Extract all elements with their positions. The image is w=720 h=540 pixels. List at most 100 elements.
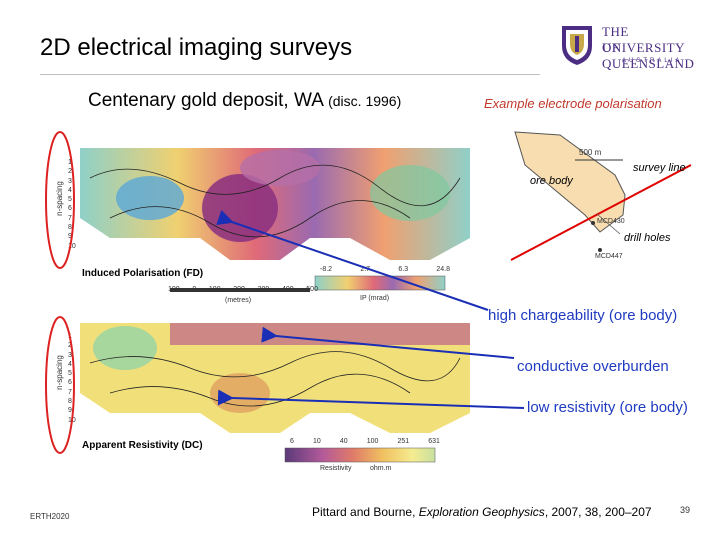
- page-number: 39: [680, 505, 691, 515]
- resistivity-pseudosection: [80, 323, 470, 463]
- ip-n-tick: 6: [68, 205, 72, 213]
- ref-details: , 2007, 38, 200–207: [544, 505, 652, 519]
- ip-caption: Induced Polarisation (FD): [82, 268, 204, 279]
- drill-hole-1-label: MCD430: [597, 218, 625, 225]
- subtitle-discovery: (disc. 1996): [328, 93, 402, 109]
- res-scale-tick: 10: [312, 438, 321, 445]
- res-scale-tick: 6: [290, 438, 294, 445]
- crest-icon: [562, 26, 592, 65]
- ore-body-label: ore body: [530, 175, 573, 187]
- res-scale-tick: 40: [339, 438, 348, 445]
- arrow-conductive-overburden: [261, 326, 515, 359]
- res-scale-ticks: 6 10 40 100 251 631: [290, 438, 440, 445]
- res-scale-tick: 251: [397, 438, 410, 445]
- resistivity-contour: [109, 373, 411, 407]
- ip-scale-ticks: -8.2 2.7 6.3 24.8: [320, 266, 450, 273]
- resistivity-pseudosection-panel: 1 2 3 4 5 6 7 8 9 10 n-spacing Apparent …: [50, 318, 480, 478]
- example-map: 500 m ore body survey line drill holes M…: [505, 120, 705, 270]
- drill-hole-2-label: MCD447: [595, 253, 623, 260]
- ip-n-tick: 1: [68, 159, 72, 166]
- resistivity-section-body: [80, 323, 470, 433]
- ip-scale-tick: 24.8: [436, 266, 450, 273]
- callout-conductive-overburden: conductive overburden: [517, 358, 669, 375]
- ip-distance-ticks: 100 0 100 200 300 400 500: [168, 286, 318, 293]
- subtitle-main: Centenary gold deposit, WA: [88, 90, 323, 111]
- res-n-tick: 7: [68, 388, 72, 396]
- example-label: Example electrode polarisation: [484, 96, 662, 111]
- ip-mid-anomaly: [240, 150, 320, 186]
- logo-line-2: OF QUEENSLAND: [602, 40, 695, 71]
- resistivity-left-anomaly: [93, 326, 157, 370]
- drill-holes-label: drill holes: [624, 232, 671, 244]
- ip-n-tick: 10: [68, 242, 76, 250]
- res-n-tick: 9: [68, 407, 72, 415]
- ip-n-tick: 8: [68, 224, 72, 232]
- n-spacing-highlights: [45, 131, 75, 454]
- ip-scale-label: IP (mrad): [360, 295, 390, 302]
- res-n-tick: 3: [68, 351, 72, 359]
- arrow-low-resistivity: [217, 389, 525, 409]
- res-n-tick: 4: [68, 360, 72, 368]
- res-n-tick: 5: [68, 370, 72, 378]
- distance-tick: 100: [168, 286, 180, 293]
- ip-distance-label: (metres): [225, 297, 252, 304]
- ip-n-ticks: 1 2 3 4 5 6 7 8 9 10: [68, 158, 76, 251]
- logo-line-3: AUSTRALIA: [622, 58, 683, 64]
- res-n-tick: 8: [68, 398, 72, 406]
- res-caption: Apparent Resistivity (DC): [82, 440, 203, 451]
- distance-tick: 500: [306, 286, 318, 293]
- arrow-high-chargeability: [216, 209, 489, 311]
- logo-line-1: THE UNIVERSITY: [602, 24, 685, 55]
- ip-n-tick: 5: [68, 196, 72, 204]
- ore-body-shape: [514, 131, 626, 233]
- survey-line: [510, 164, 692, 261]
- drill-hole-icon: [591, 221, 595, 225]
- res-n-tick: 6: [68, 379, 72, 387]
- slide-title: 2D electrical imaging surveys: [40, 34, 353, 61]
- drill-hole-pointer: [596, 213, 621, 235]
- res-n-tick: 2: [68, 342, 72, 350]
- ref-journal: Exploration Geophysics: [418, 505, 545, 519]
- callout-high-chargeability: high chargeability (ore body): [488, 307, 678, 324]
- res-scale-label: Resistivity: [320, 465, 352, 472]
- drill-hole-icon: [598, 248, 602, 252]
- distance-tick: 400: [281, 286, 294, 293]
- res-scale-tick: 631: [428, 438, 440, 445]
- title-divider: [40, 74, 540, 75]
- distance-tick: 200: [233, 286, 245, 293]
- ip-n-tick: 7: [68, 214, 72, 222]
- ip-n-tick: 9: [68, 233, 72, 241]
- map-scale-label: 500 m: [579, 148, 602, 157]
- ore-body-map: [510, 131, 692, 261]
- ip-pseudosection: [80, 148, 470, 292]
- ip-distance-bar: [170, 288, 310, 292]
- footer-reference: Pittard and Bourne, Exploration Geophysi…: [312, 505, 652, 519]
- ip-n-spacing-highlight: [45, 131, 75, 269]
- ip-contour: [89, 164, 461, 207]
- ref-authors: Pittard and Bourne,: [312, 505, 419, 519]
- ip-scale-tick: 2.7: [360, 266, 371, 273]
- ip-scale-bar: [314, 275, 446, 291]
- ip-scale-tick: 6.3: [398, 266, 409, 273]
- res-n-spacing-highlight: [45, 316, 75, 454]
- resistivity-overburden: [170, 323, 470, 345]
- university-logo: THE UNIVERSITY OF QUEENSLAND AUSTRALIA: [560, 22, 710, 71]
- subtitle: Centenary gold deposit, WA (disc. 1996): [88, 90, 401, 112]
- ip-contour: [109, 200, 411, 238]
- callout-low-resistivity: low resistivity (ore body): [527, 399, 688, 416]
- res-scale-tick: 100: [366, 438, 379, 445]
- ip-n-tick: 2: [68, 168, 72, 176]
- footer-course: ERTH2020: [30, 512, 70, 521]
- res-scale-unit: ohm.m: [370, 465, 392, 472]
- ip-scale-tick: -8.2: [320, 266, 333, 273]
- ip-n-tick: 3: [68, 177, 72, 185]
- resistivity-scale-bar: [284, 447, 436, 463]
- distance-tick: 100: [208, 286, 221, 293]
- resistivity-contour: [89, 351, 461, 382]
- ip-pseudosection-panel: 1 2 3 4 5 6 7 8 9 10 n-spacing Induced P…: [50, 138, 480, 308]
- survey-line-label: survey line: [633, 162, 686, 174]
- ip-n-tick: 4: [68, 186, 72, 194]
- distance-tick: 300: [257, 286, 270, 293]
- distance-tick: 0: [192, 286, 197, 293]
